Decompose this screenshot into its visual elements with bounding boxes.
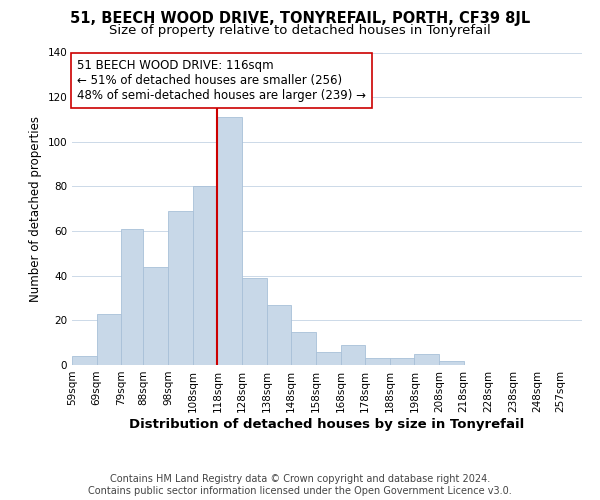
Bar [97, 314, 121, 365]
Bar [121, 229, 143, 365]
Bar [143, 267, 168, 365]
Bar [439, 360, 464, 365]
Bar [415, 354, 439, 365]
Bar [193, 186, 217, 365]
Text: 51, BEECH WOOD DRIVE, TONYREFAIL, PORTH, CF39 8JL: 51, BEECH WOOD DRIVE, TONYREFAIL, PORTH,… [70, 11, 530, 26]
Bar [72, 356, 97, 365]
Bar [168, 211, 193, 365]
Bar [266, 304, 291, 365]
Y-axis label: Number of detached properties: Number of detached properties [29, 116, 42, 302]
Bar [341, 345, 365, 365]
Bar [217, 117, 242, 365]
Text: 51 BEECH WOOD DRIVE: 116sqm
← 51% of detached houses are smaller (256)
48% of se: 51 BEECH WOOD DRIVE: 116sqm ← 51% of det… [77, 59, 366, 102]
Bar [291, 332, 316, 365]
X-axis label: Distribution of detached houses by size in Tonyrefail: Distribution of detached houses by size … [130, 418, 524, 430]
Bar [316, 352, 341, 365]
Bar [390, 358, 415, 365]
Bar [242, 278, 266, 365]
Text: Size of property relative to detached houses in Tonyrefail: Size of property relative to detached ho… [109, 24, 491, 37]
Text: Contains HM Land Registry data © Crown copyright and database right 2024.
Contai: Contains HM Land Registry data © Crown c… [88, 474, 512, 496]
Bar [365, 358, 390, 365]
